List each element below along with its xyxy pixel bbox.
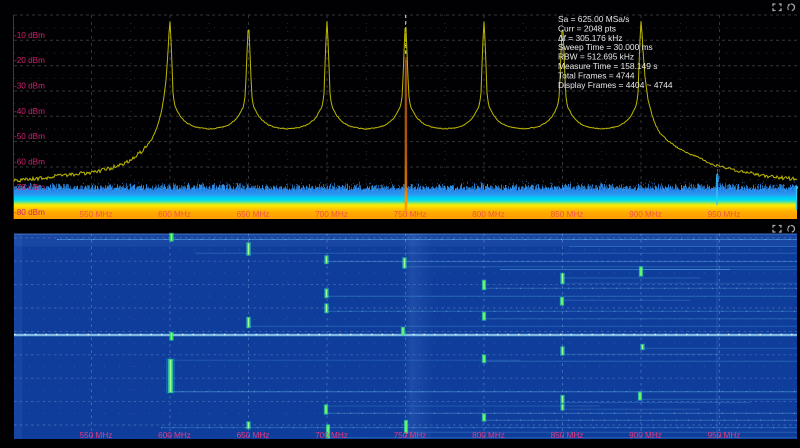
svg-text:Sa = 625.00 MSa/s: Sa = 625.00 MSa/s bbox=[558, 14, 629, 24]
svg-text:Curr = 2048 pts: Curr = 2048 pts bbox=[558, 23, 616, 33]
svg-text:850 MHz: 850 MHz bbox=[551, 210, 584, 219]
svg-text:700 MHz: 700 MHz bbox=[315, 431, 348, 440]
svg-text:-40 dBm: -40 dBm bbox=[14, 107, 45, 116]
svg-text:-80 dBm: -80 dBm bbox=[14, 208, 45, 217]
svg-text:-10 dBm: -10 dBm bbox=[14, 31, 45, 40]
svg-text:-70 dBm: -70 dBm bbox=[14, 183, 45, 192]
svg-text:-30 dBm: -30 dBm bbox=[14, 82, 45, 91]
svg-text:950 MHz: 950 MHz bbox=[708, 431, 741, 440]
svg-text:900 MHz: 900 MHz bbox=[629, 431, 662, 440]
svg-text:-50 dBm: -50 dBm bbox=[14, 132, 45, 141]
svg-text:850 MHz: 850 MHz bbox=[551, 431, 584, 440]
svg-text:600 MHz: 600 MHz bbox=[158, 431, 191, 440]
svg-text:550 MHz: 550 MHz bbox=[80, 210, 113, 219]
svg-text:800 MHz: 800 MHz bbox=[472, 431, 505, 440]
svg-text:Measure Time = 158.149 s: Measure Time = 158.149 s bbox=[558, 61, 657, 71]
svg-text:650 MHz: 650 MHz bbox=[237, 210, 270, 219]
svg-text:650 MHz: 650 MHz bbox=[237, 431, 270, 440]
svg-text:RBW = 512.695 kHz: RBW = 512.695 kHz bbox=[558, 52, 634, 62]
svg-text:950 MHz: 950 MHz bbox=[708, 210, 741, 219]
svg-text:750 MHz: 750 MHz bbox=[394, 431, 427, 440]
svg-text:Δf = 305.176 kHz: Δf = 305.176 kHz bbox=[558, 33, 623, 43]
svg-text:750 MHz: 750 MHz bbox=[394, 210, 427, 219]
svg-text:550 MHz: 550 MHz bbox=[80, 431, 113, 440]
svg-text:600 MHz: 600 MHz bbox=[158, 210, 191, 219]
svg-text:800 MHz: 800 MHz bbox=[472, 210, 505, 219]
svg-text:-20 dBm: -20 dBm bbox=[14, 56, 45, 65]
svg-text:700 MHz: 700 MHz bbox=[315, 210, 348, 219]
svg-text:Sweep Time = 30.000 ms: Sweep Time = 30.000 ms bbox=[558, 42, 653, 52]
svg-text:Display Frames = 4404 ~ 4744: Display Frames = 4404 ~ 4744 bbox=[558, 80, 673, 90]
svg-text:-60 dBm: -60 dBm bbox=[14, 158, 45, 167]
svg-text:900 MHz: 900 MHz bbox=[629, 210, 662, 219]
svg-text:Total Frames = 4744: Total Frames = 4744 bbox=[558, 70, 635, 80]
